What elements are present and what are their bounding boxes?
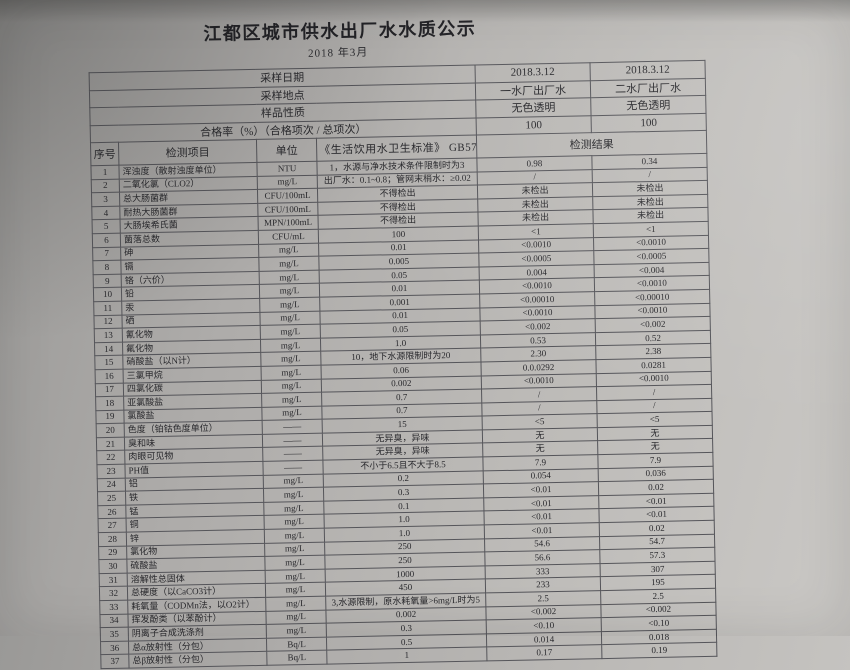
document-sheet: 江都区城市供水出厂水水质公示 2018 年3月 采样日期 2018.3.12 2… — [88, 10, 721, 669]
row-no: 23 — [96, 464, 126, 479]
row-unit: mg/L — [264, 528, 325, 543]
row-unit: mg/L — [263, 487, 324, 503]
row-no: 12 — [93, 314, 123, 329]
row-unit: Bq/L — [266, 636, 327, 652]
row-unit: mg/L — [258, 256, 320, 272]
row-unit: mg/L — [261, 392, 322, 408]
col-header-item: 检测项目 — [118, 139, 257, 166]
row-unit: —— — [262, 460, 324, 476]
row-no: 14 — [94, 341, 123, 357]
row-no: 36 — [100, 640, 129, 656]
row-no: 32 — [99, 586, 128, 601]
meta-section: 采样日期 2018.3.12 2018.3.12 采样地点 一水厂出厂水 二水厂… — [89, 60, 707, 166]
row-no: 18 — [95, 396, 124, 411]
row-unit: mg/L — [264, 555, 326, 571]
row-no: 17 — [95, 382, 124, 397]
row-unit: mg/L — [260, 351, 321, 367]
col-header-unit: 单位 — [256, 138, 317, 163]
row-no: 37 — [100, 654, 130, 669]
row-no: 20 — [96, 423, 125, 438]
water-quality-table: 采样日期 2018.3.12 2018.3.12 采样地点 一水厂出厂水 二水厂… — [89, 60, 718, 669]
row-no: 26 — [97, 504, 127, 520]
meta-value-plant1: 2018.3.12 — [475, 62, 591, 83]
row-unit: CFU/100mL — [257, 201, 318, 217]
row-no: 34 — [99, 613, 129, 628]
row-no: 8 — [92, 260, 122, 275]
row-no: 24 — [97, 477, 126, 492]
row-no: 11 — [93, 301, 122, 316]
row-unit: mg/L — [265, 582, 326, 598]
row-unit: mg/L — [259, 269, 320, 285]
row-unit: mg/L — [264, 541, 325, 557]
row-result-plant2: 0.19 — [601, 642, 717, 659]
row-item: 总β放射性（分包） — [128, 651, 268, 669]
meta-value-plant2: 二水厂出厂水 — [590, 77, 706, 98]
row-unit: NTU — [256, 161, 318, 177]
table-body: 1 浑浊度（散射浊度单位） NTU 1，水源与净水技术条件限制时为3 0.98 0.34 2… — [90, 153, 717, 669]
row-no: 5 — [92, 219, 121, 234]
row-unit: mg/L — [261, 405, 323, 421]
row-no: 1 — [90, 165, 120, 180]
row-unit: mg/L — [263, 473, 324, 489]
row-no: 15 — [94, 355, 124, 370]
row-unit: —— — [262, 446, 323, 462]
row-no: 29 — [98, 545, 127, 560]
row-unit: mg/L — [265, 596, 326, 611]
row-unit: mg/L — [257, 174, 318, 190]
row-no: 21 — [96, 437, 125, 452]
row-no: 27 — [98, 518, 127, 533]
row-unit: mg/L — [258, 242, 319, 258]
row-unit: CFU/mL — [258, 229, 319, 244]
row-unit: —— — [262, 419, 323, 435]
row-unit: CFU/100mL — [257, 188, 318, 204]
row-unit: mg/L — [265, 609, 327, 625]
row-standard: 1 — [326, 647, 487, 665]
row-unit: mg/L — [263, 500, 324, 516]
row-unit: mg/L — [259, 310, 321, 326]
row-no: 30 — [98, 559, 128, 574]
row-no: 16 — [95, 369, 124, 384]
row-no: 13 — [94, 328, 123, 343]
row-no: 2 — [91, 178, 120, 193]
row-no: 22 — [96, 450, 125, 465]
row-no: 35 — [100, 627, 129, 642]
row-unit: MPN/100mL — [258, 215, 319, 231]
row-no: 33 — [99, 600, 128, 615]
row-no: 9 — [93, 273, 122, 289]
row-no: 10 — [93, 287, 122, 302]
row-unit: mg/L — [261, 365, 322, 380]
row-unit: mg/L — [261, 378, 322, 394]
row-no: 6 — [92, 233, 121, 248]
meta-value-plant1: 一水厂出厂水 — [475, 80, 591, 101]
row-no: 28 — [98, 532, 127, 547]
row-no: 4 — [91, 205, 121, 221]
row-no: 7 — [92, 246, 121, 261]
row-unit: mg/L — [260, 337, 321, 353]
row-unit: mg/L — [259, 283, 320, 299]
row-no: 3 — [91, 192, 120, 207]
row-no: 19 — [95, 409, 125, 424]
row-result-plant1: 0.17 — [486, 644, 602, 661]
row-no: 31 — [99, 572, 128, 588]
col-header-no: 序号 — [90, 142, 119, 166]
meta-value-plant2: 无色透明 — [590, 95, 707, 116]
row-unit: —— — [262, 433, 323, 448]
row-unit: Bq/L — [266, 650, 327, 666]
row-no: 25 — [97, 491, 126, 506]
row-unit: mg/L — [259, 297, 320, 312]
row-unit: mg/L — [265, 568, 326, 584]
row-unit: mg/L — [264, 514, 325, 530]
col-header-standard: 《生活饮用水卫生标准》 GB5749 — [316, 135, 477, 162]
row-unit: mg/L — [260, 324, 321, 340]
